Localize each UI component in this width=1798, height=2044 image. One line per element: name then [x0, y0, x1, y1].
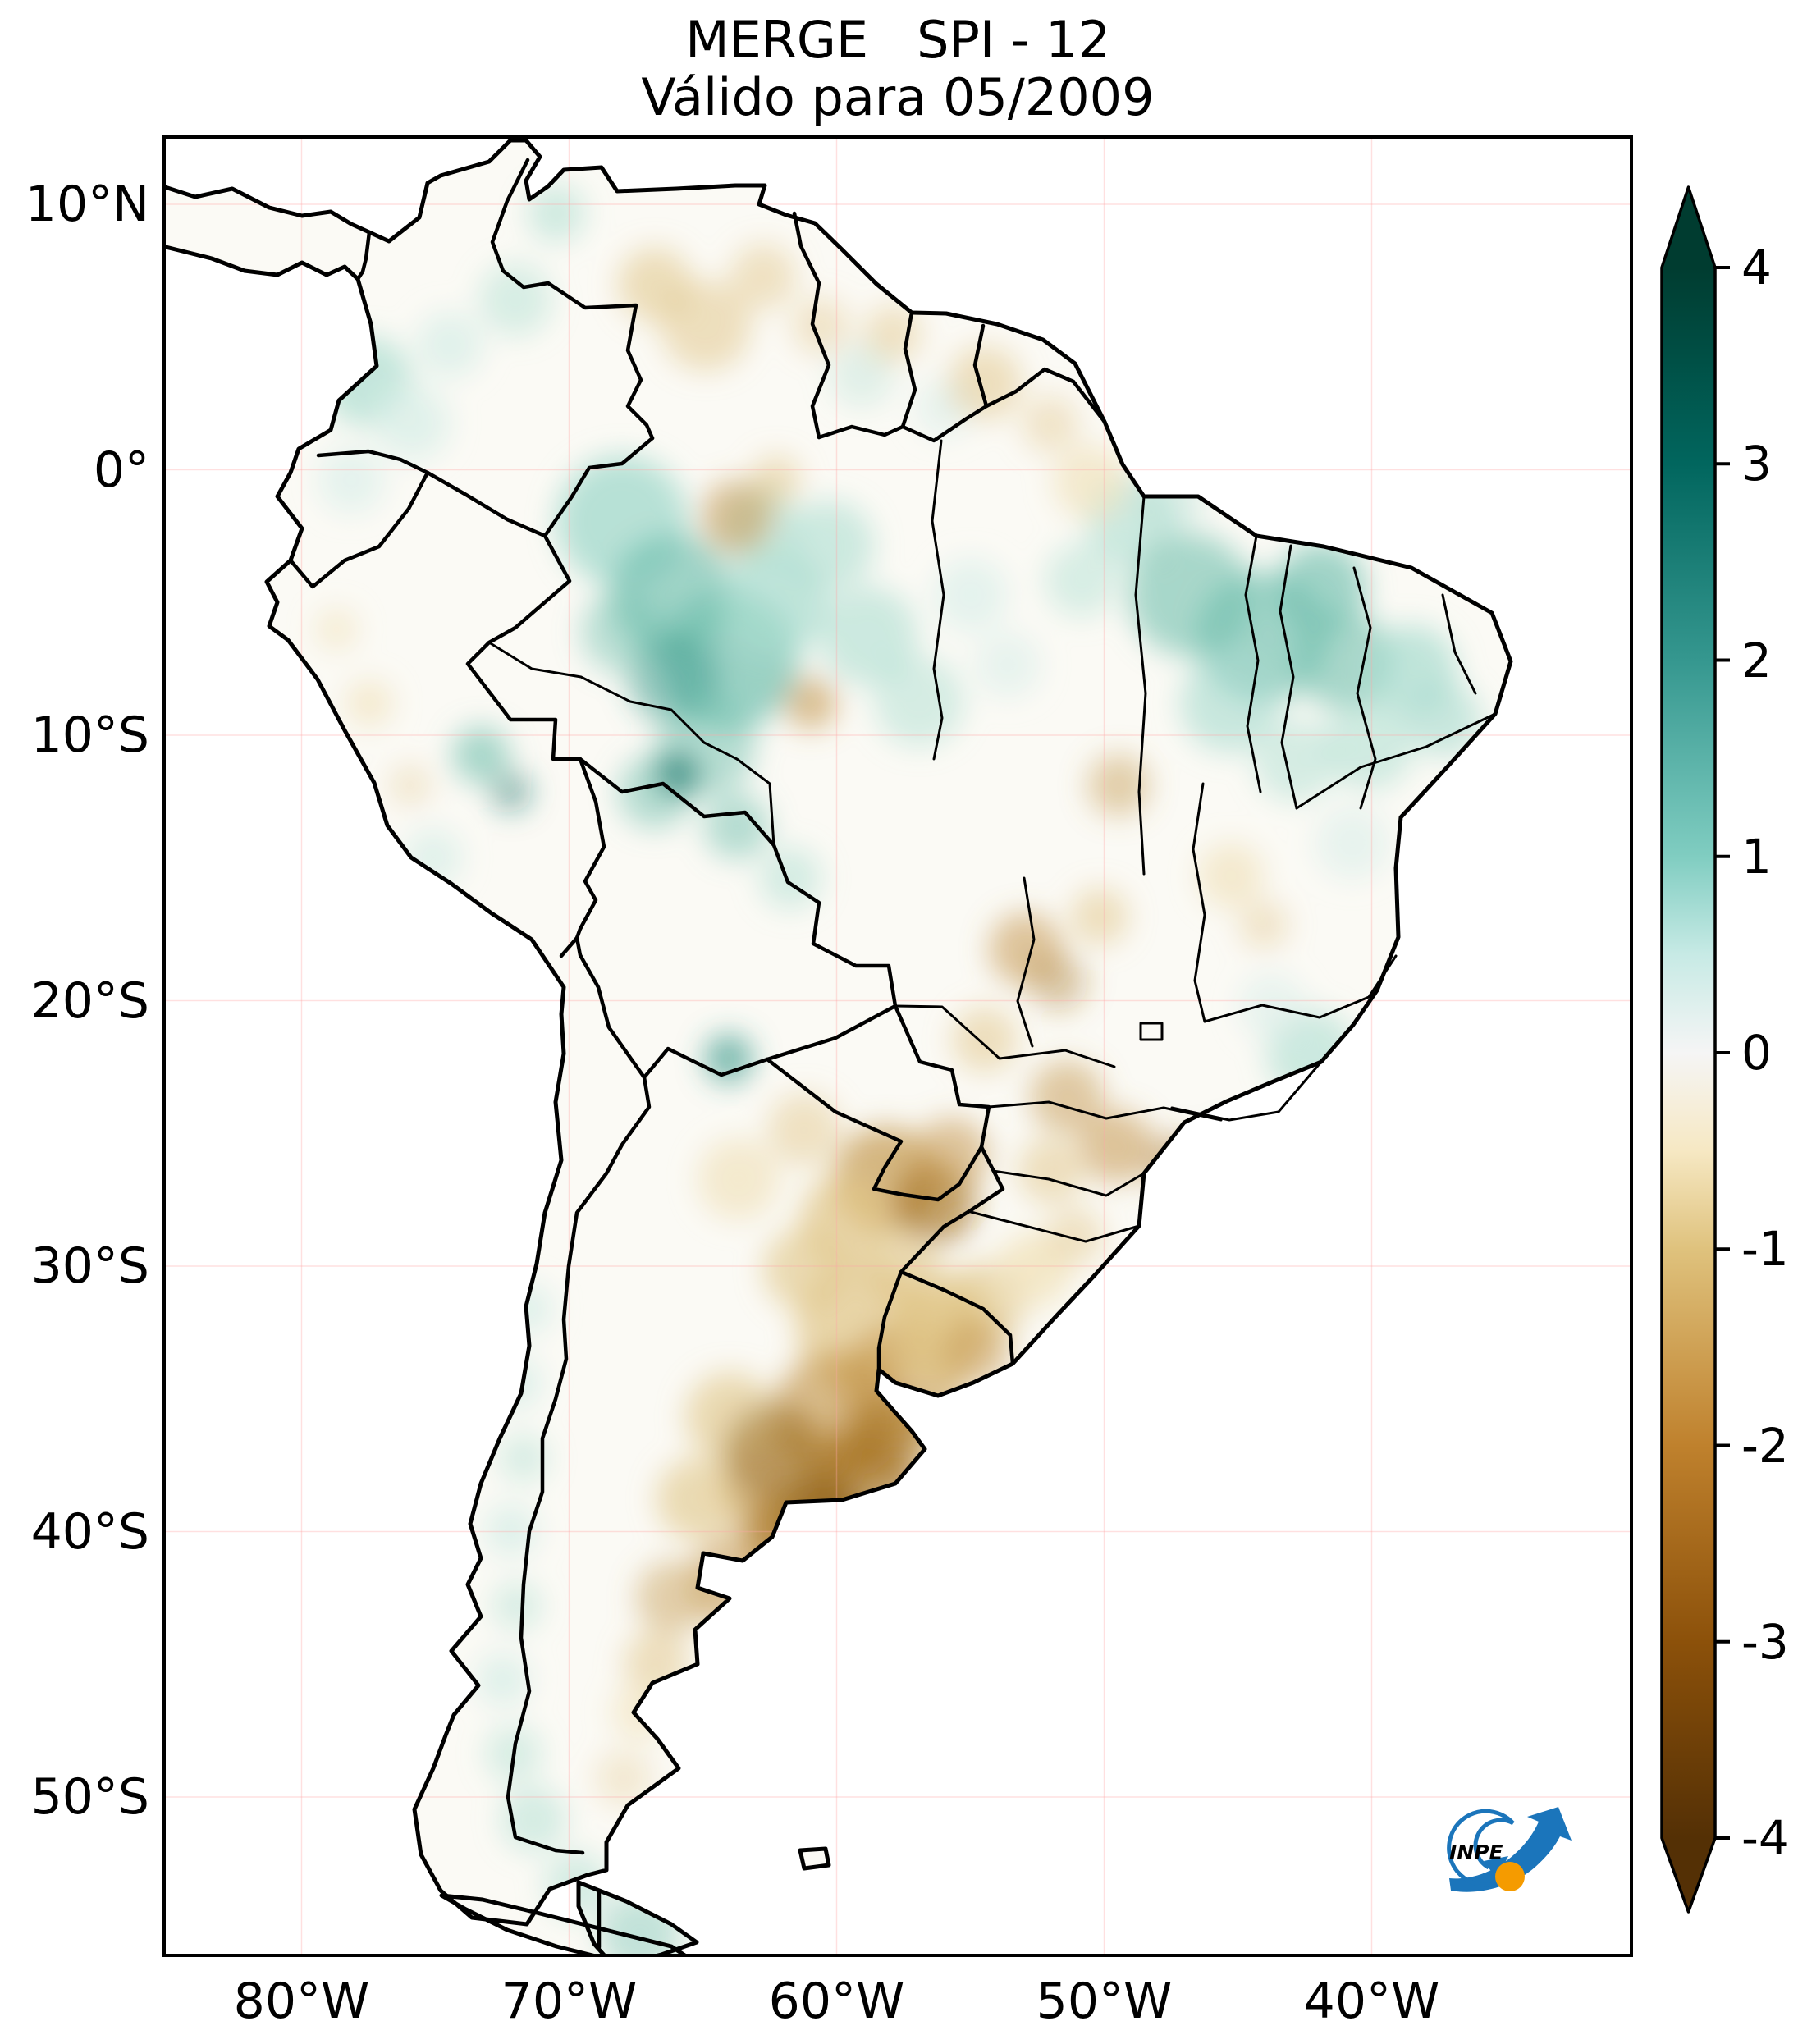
colorbar-tick-label: 1 — [1741, 828, 1772, 885]
lon-tick-label: 40°W — [1303, 1973, 1440, 2030]
lat-tick-label: 40°S — [30, 1502, 149, 1561]
colorbar-tick-label: 3 — [1741, 436, 1772, 492]
map-canvas — [162, 135, 1633, 1957]
inpe-logo-spiral-inner — [1473, 1818, 1515, 1870]
colorbar-tick-label: -3 — [1741, 1613, 1789, 1670]
title-block: MERGE SPI - 12 Válido para 05/2009 — [162, 13, 1633, 125]
lon-tick-label: 70°W — [501, 1973, 638, 2030]
map-frame — [162, 135, 1633, 1957]
lon-tick-label: 80°W — [233, 1973, 370, 2030]
graticule — [162, 135, 1633, 1957]
lat-tick-label: 10°N — [25, 176, 149, 234]
country-borders — [288, 158, 1107, 1950]
inpe-logo-arrowhead — [1484, 1856, 1508, 1879]
inpe-logo-text: INPE — [1449, 1841, 1503, 1864]
lat-tick-label: 30°S — [30, 1237, 149, 1296]
lat-tick-label: 20°S — [30, 972, 149, 1030]
inpe-logo: INPE — [1447, 1807, 1572, 1892]
inpe-logo-swoosh-arrow — [1449, 1807, 1572, 1892]
colorbar-tick-label: 2 — [1741, 632, 1772, 688]
colorbar-tick-marks — [1715, 266, 1730, 1840]
state-borders — [487, 439, 1497, 1243]
lat-tick-label: 10°S — [30, 706, 149, 765]
colorbar-tick-label: -4 — [1741, 1810, 1789, 1866]
colorbar-tick-label: 4 — [1741, 240, 1772, 295]
lon-tick-label: 50°W — [1036, 1973, 1173, 2030]
lat-tick-label: 50°S — [30, 1768, 149, 1827]
figure-title: MERGE SPI - 12 — [685, 10, 1110, 70]
lat-tick-label: 0° — [93, 441, 149, 499]
figure-subtitle: Válido para 05/2009 — [641, 67, 1155, 127]
colorbar-tick-label: -2 — [1741, 1417, 1789, 1474]
colorbar-tick-label: 0 — [1741, 1025, 1772, 1081]
inpe-logo-orange-ball — [1495, 1862, 1525, 1891]
colorbar-tick-label: -1 — [1741, 1221, 1789, 1278]
lon-tick-label: 60°W — [768, 1973, 905, 2030]
colorbar-gradient-bar — [1660, 185, 1717, 1914]
